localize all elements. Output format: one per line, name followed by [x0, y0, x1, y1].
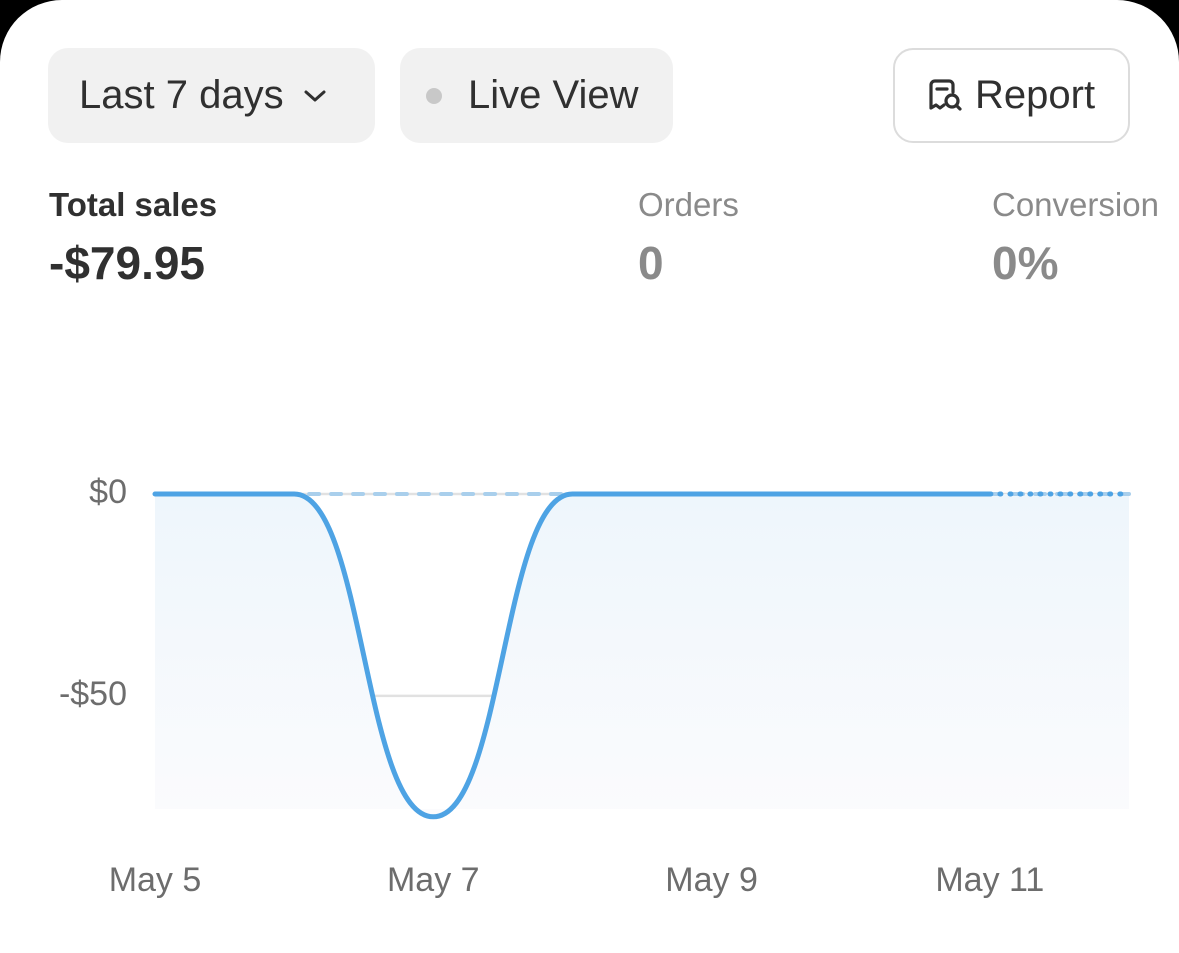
report-icon [929, 78, 962, 111]
live-view-button[interactable]: Live View [400, 48, 673, 143]
range-label: Last 7 days [79, 73, 284, 117]
report-label: Report [975, 73, 1096, 117]
metric: Total sales -$79.95 [49, 186, 217, 290]
status-dot [426, 87, 442, 104]
x-tick-label: May 5 [109, 861, 202, 899]
metric-label: Total sales [49, 186, 218, 223]
metric-value: -$79.95 [49, 237, 206, 289]
metric: Conversion 0% [992, 186, 1159, 290]
x-tick-label: May 7 [387, 861, 480, 899]
x-tick-label: May 11 [935, 861, 1044, 899]
x-tick-label: May 9 [665, 861, 758, 899]
metric: Orders 0 [638, 186, 739, 290]
metric-label: Orders [638, 186, 739, 223]
area [155, 494, 1129, 817]
metric-label: Conversion [992, 186, 1159, 223]
report-button[interactable]: Report [893, 48, 1130, 143]
live-view-label: Live View [468, 73, 639, 117]
range-button[interactable]: Last 7 days [48, 48, 375, 143]
metric-value: 0 [638, 237, 664, 289]
metric-value: 0% [992, 237, 1059, 289]
y-tick-label: -$50 [59, 675, 127, 713]
y-tick-label: $0 [89, 473, 127, 511]
chevron [304, 90, 326, 101]
series-line [152, 491, 993, 820]
